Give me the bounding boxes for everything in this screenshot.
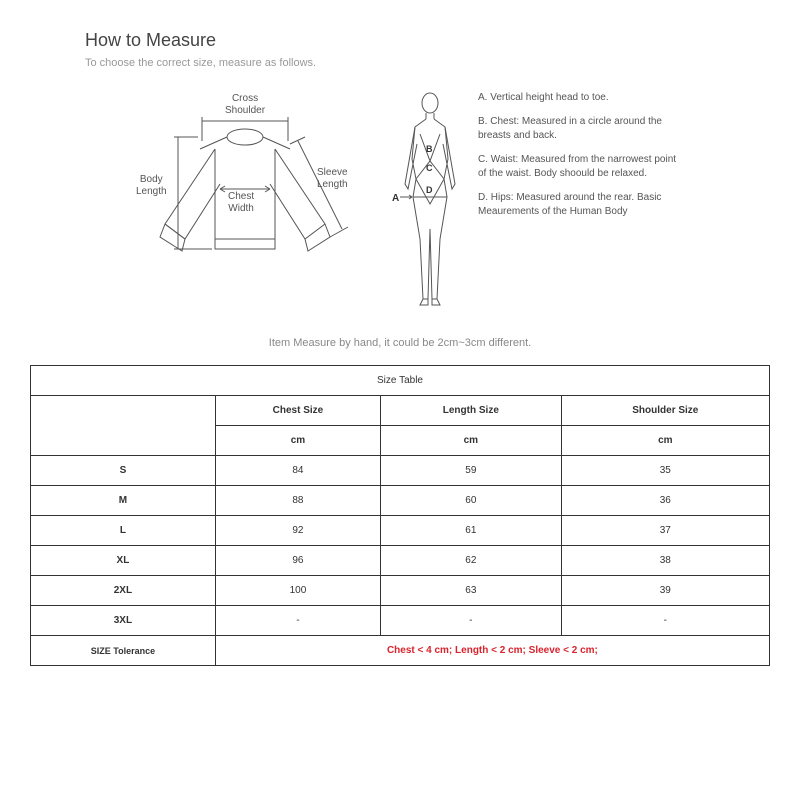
- body-svg: A B C D: [390, 89, 470, 319]
- col-length: Length Size: [381, 396, 562, 426]
- diagram-row: CrossShoulder BodyLength ChestWidth Slee…: [130, 89, 770, 319]
- label-cross-shoulder: CrossShoulder: [225, 93, 265, 117]
- value-cell: 59: [381, 456, 562, 486]
- table-row: XL966238: [31, 546, 770, 576]
- table-row: 3XL---: [31, 606, 770, 636]
- table-row: L926137: [31, 516, 770, 546]
- desc-D: D. Hips: Measured around the rear. Basic…: [478, 191, 680, 219]
- value-cell: 84: [215, 456, 380, 486]
- desc-A: A. Vertical height head to toe.: [478, 91, 680, 105]
- value-cell: 38: [561, 546, 769, 576]
- value-cell: -: [215, 606, 380, 636]
- tolerance-label: SIZE Tolerance: [31, 636, 216, 666]
- size-col-header: [31, 396, 216, 456]
- col-chest: Chest Size: [215, 396, 380, 426]
- size-cell: 3XL: [31, 606, 216, 636]
- value-cell: 60: [381, 486, 562, 516]
- label-chest-width: ChestWidth: [228, 191, 254, 215]
- marker-A: A: [392, 193, 399, 204]
- unit-chest: cm: [215, 426, 380, 456]
- unit-length: cm: [381, 426, 562, 456]
- label-sleeve-length: SleeveLength: [317, 167, 348, 191]
- measure-note: Item Measure by hand, it could be 2cm~3c…: [30, 337, 770, 349]
- value-cell: 37: [561, 516, 769, 546]
- value-cell: -: [561, 606, 769, 636]
- value-cell: 39: [561, 576, 769, 606]
- page-subtitle: To choose the correct size, measure as f…: [85, 57, 770, 69]
- size-cell: M: [31, 486, 216, 516]
- size-table: Size Table Chest Size Length Size Should…: [30, 365, 770, 666]
- page-title: How to Measure: [85, 30, 770, 51]
- label-body-length: BodyLength: [136, 174, 167, 198]
- table-row: 2XL1006339: [31, 576, 770, 606]
- value-cell: 61: [381, 516, 562, 546]
- desc-B: B. Chest: Measured in a circle around th…: [478, 115, 680, 143]
- value-cell: 100: [215, 576, 380, 606]
- size-cell: XL: [31, 546, 216, 576]
- value-cell: 92: [215, 516, 380, 546]
- col-shoulder: Shoulder Size: [561, 396, 769, 426]
- marker-B: B: [426, 144, 433, 154]
- value-cell: -: [381, 606, 562, 636]
- marker-C: C: [426, 163, 433, 173]
- marker-D: D: [426, 185, 433, 195]
- body-descriptions: A. Vertical height head to toe. B. Chest…: [470, 89, 680, 319]
- table-row: S845935: [31, 456, 770, 486]
- table-title: Size Table: [31, 366, 770, 396]
- value-cell: 62: [381, 546, 562, 576]
- value-cell: 96: [215, 546, 380, 576]
- value-cell: 88: [215, 486, 380, 516]
- shirt-diagram: CrossShoulder BodyLength ChestWidth Slee…: [130, 89, 360, 289]
- desc-C: C. Waist: Measured from the narrowest po…: [478, 153, 680, 181]
- table-row: M886036: [31, 486, 770, 516]
- value-cell: 35: [561, 456, 769, 486]
- tolerance-value: Chest < 4 cm; Length < 2 cm; Sleeve < 2 …: [215, 636, 769, 666]
- body-diagram: A B C D A. Vertical height head to toe. …: [390, 89, 680, 319]
- value-cell: 63: [381, 576, 562, 606]
- size-cell: S: [31, 456, 216, 486]
- unit-shoulder: cm: [561, 426, 769, 456]
- value-cell: 36: [561, 486, 769, 516]
- size-cell: L: [31, 516, 216, 546]
- size-cell: 2XL: [31, 576, 216, 606]
